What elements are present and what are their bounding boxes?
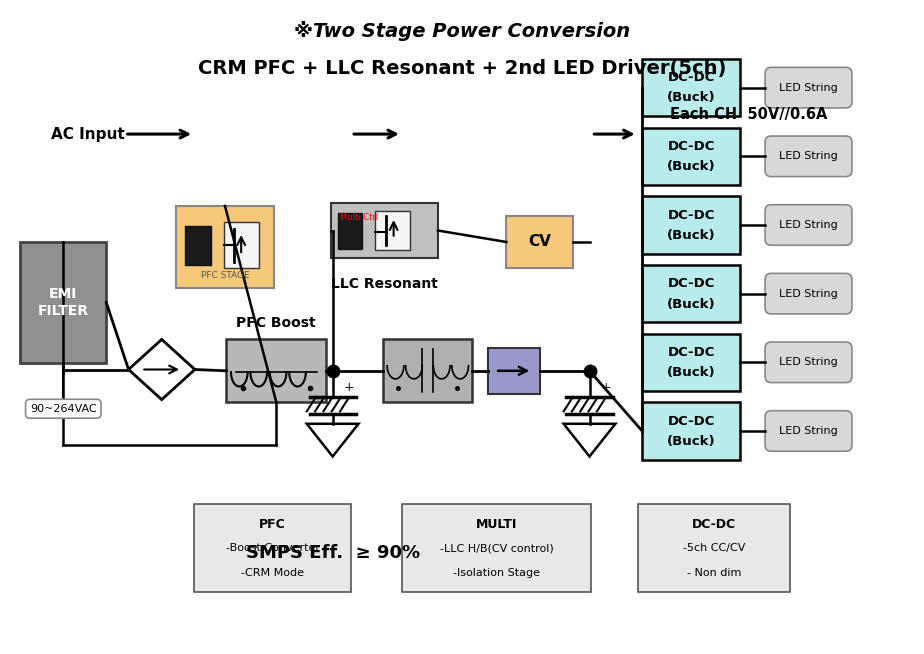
- Text: PFC: PFC: [260, 518, 286, 531]
- FancyBboxPatch shape: [765, 67, 852, 108]
- Text: -Isolation Stage: -Isolation Stage: [453, 568, 541, 578]
- Bar: [488, 348, 540, 394]
- Bar: [20, 242, 106, 363]
- Bar: [642, 402, 740, 460]
- Text: LED String: LED String: [779, 288, 838, 299]
- Bar: [642, 196, 740, 254]
- Bar: [402, 504, 591, 592]
- Bar: [194, 504, 351, 592]
- Bar: [176, 206, 274, 288]
- Text: PFC STAGE: PFC STAGE: [201, 271, 249, 281]
- Text: LED String: LED String: [779, 426, 838, 436]
- Text: Each CH  50V//0.6A: Each CH 50V//0.6A: [670, 107, 827, 122]
- Bar: [383, 339, 472, 402]
- Text: DC-DC: DC-DC: [667, 140, 715, 153]
- Bar: [638, 504, 790, 592]
- Text: DC-DC: DC-DC: [692, 518, 736, 531]
- Text: (Buck): (Buck): [667, 435, 715, 448]
- Bar: [642, 128, 740, 185]
- Text: DC-DC: DC-DC: [667, 209, 715, 222]
- Text: AC Input: AC Input: [51, 127, 125, 141]
- Text: LED String: LED String: [779, 357, 838, 368]
- Bar: [331, 203, 438, 258]
- FancyBboxPatch shape: [765, 205, 852, 245]
- FancyBboxPatch shape: [765, 136, 852, 177]
- Text: PFC Boost: PFC Boost: [237, 316, 316, 330]
- FancyBboxPatch shape: [765, 411, 852, 451]
- Text: Multi Ctrl: Multi Ctrl: [340, 213, 378, 222]
- Bar: [642, 59, 740, 116]
- Text: DC-DC: DC-DC: [667, 415, 715, 428]
- Bar: [224, 222, 259, 268]
- Text: (Buck): (Buck): [667, 160, 715, 173]
- Text: (Buck): (Buck): [667, 298, 715, 311]
- Text: (Buck): (Buck): [667, 92, 715, 105]
- Text: (Buck): (Buck): [667, 366, 715, 379]
- Text: CV: CV: [529, 235, 551, 249]
- Bar: [506, 216, 573, 268]
- Text: 90~264VAC: 90~264VAC: [30, 404, 97, 414]
- FancyBboxPatch shape: [765, 342, 852, 383]
- Polygon shape: [307, 424, 359, 456]
- Text: (Buck): (Buck): [667, 229, 715, 242]
- Polygon shape: [564, 424, 615, 456]
- Polygon shape: [128, 339, 195, 400]
- Text: MULTI: MULTI: [476, 518, 517, 531]
- Text: +: +: [601, 381, 611, 394]
- FancyBboxPatch shape: [765, 273, 852, 314]
- Text: LED String: LED String: [779, 220, 838, 230]
- Text: DC-DC: DC-DC: [667, 277, 715, 290]
- Text: EMI
FILTER: EMI FILTER: [38, 287, 89, 318]
- Text: - Non dim: - Non dim: [687, 568, 741, 578]
- Bar: [375, 211, 410, 250]
- Text: LED String: LED String: [779, 151, 838, 162]
- Bar: [226, 339, 326, 402]
- Text: -CRM Mode: -CRM Mode: [241, 568, 304, 578]
- Text: +: +: [344, 381, 354, 394]
- Text: LED String: LED String: [779, 82, 838, 93]
- Bar: [642, 265, 740, 322]
- Text: -LLC H/B(CV control): -LLC H/B(CV control): [440, 543, 553, 553]
- Bar: [338, 213, 362, 249]
- Text: DC-DC: DC-DC: [667, 346, 715, 359]
- Bar: [185, 226, 211, 265]
- Text: CRM PFC + LLC Resonant + 2nd LED Driver(5ch): CRM PFC + LLC Resonant + 2nd LED Driver(…: [198, 59, 726, 78]
- Text: -5ch CC/CV: -5ch CC/CV: [683, 543, 745, 553]
- Text: SMPS Eff.  ≥ 90%: SMPS Eff. ≥ 90%: [246, 543, 419, 562]
- Text: ※Two Stage Power Conversion: ※Two Stage Power Conversion: [294, 22, 630, 41]
- Text: LLC Resonant: LLC Resonant: [331, 277, 438, 292]
- Text: DC-DC: DC-DC: [667, 71, 715, 84]
- Text: -Boost Converter: -Boost Converter: [225, 543, 320, 553]
- Bar: [642, 334, 740, 391]
